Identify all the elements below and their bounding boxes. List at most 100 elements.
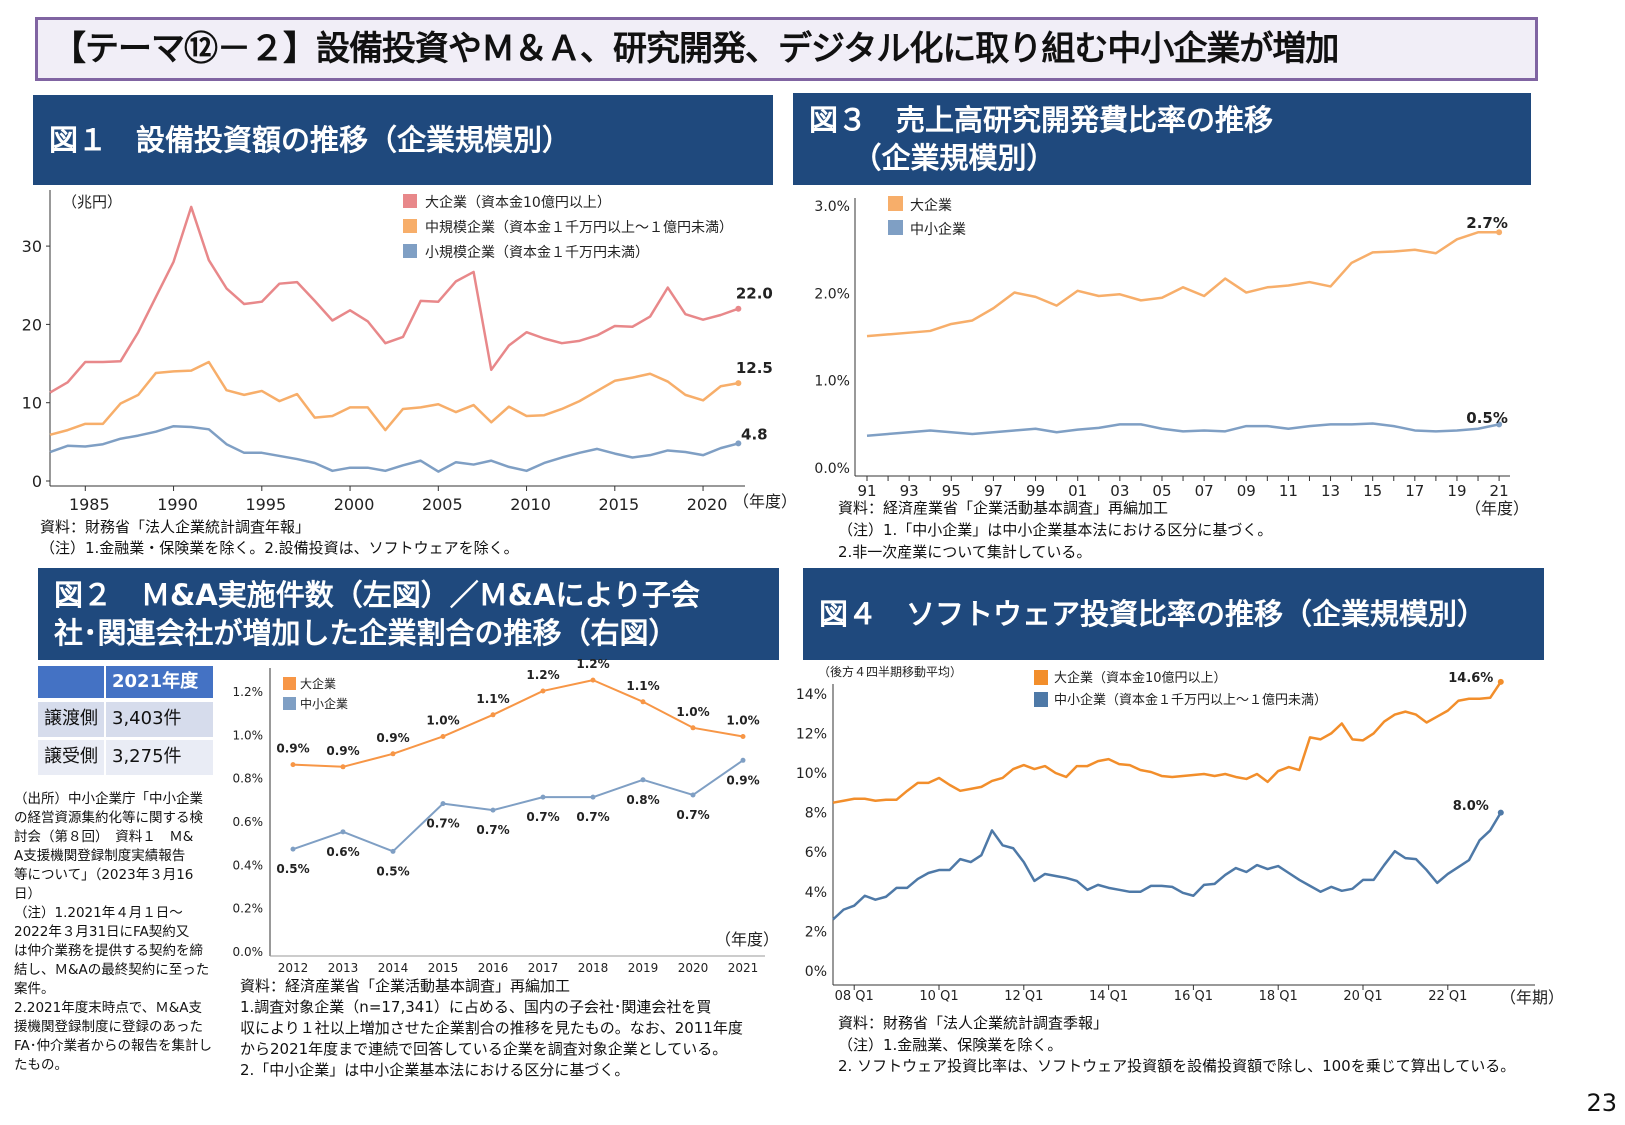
data-label: 1.2% xyxy=(526,668,559,682)
end-label: 12.5 xyxy=(736,359,773,377)
note-line: 日） xyxy=(14,886,41,902)
data-label: 0.7% xyxy=(526,810,559,824)
data-label: 1.0% xyxy=(676,705,709,719)
x-tick-label: 1990 xyxy=(157,495,198,514)
series-line xyxy=(49,424,739,473)
legend-label: 大企業（資本金10億円以上） xyxy=(425,194,611,211)
data-label: 1.1% xyxy=(626,679,659,693)
legend-swatch xyxy=(283,697,296,710)
table-row-value: 3,275件 xyxy=(106,740,213,775)
fig3-title-line1: 図３ 売上高研究開発費比率の推移 xyxy=(809,103,1274,137)
y-tick-label: 14% xyxy=(796,687,827,703)
series-line xyxy=(49,205,739,394)
legend-label: 大企業 xyxy=(910,197,952,214)
note-line: から2021年度まで連続で回答している企業を調査対象企業としている。 xyxy=(240,1040,728,1058)
x-tick-label: 11 xyxy=(1279,482,1298,500)
end-label: 2.7% xyxy=(1466,214,1508,232)
x-tick-label: 2010 xyxy=(510,495,551,514)
note-line: 等について」（2023年３月16 xyxy=(14,867,194,883)
note-line: 結し、Ｍ&Aの最終契約に至った xyxy=(14,962,210,978)
data-point xyxy=(440,733,446,739)
fig4-note-1: （注）1.金融業、保険業を除く。 xyxy=(838,1036,1063,1054)
legend-swatch xyxy=(403,244,417,258)
y-axis-label: （兆円） xyxy=(62,193,122,211)
y-tick-label: 0.0% xyxy=(233,945,264,959)
data-point xyxy=(740,757,746,763)
fig3-header: 図３ 売上高研究開発費比率の推移 （企業規模別） xyxy=(793,93,1531,185)
fig4-title: 図４ ソフトウェア投資比率の推移（企業規模別） xyxy=(819,597,1487,631)
x-tick-label: 13 xyxy=(1321,482,1340,500)
note-line: （注）1.2021年４月１日～ xyxy=(14,905,183,921)
x-tick-label: 03 xyxy=(1110,482,1129,500)
x-tick-label: 2020 xyxy=(678,961,709,975)
y-tick-label: 0.6% xyxy=(233,815,264,829)
data-point xyxy=(390,848,396,854)
y-tick-label: 0.8% xyxy=(233,772,264,786)
x-tick-label: 01 xyxy=(1068,482,1087,500)
series-line xyxy=(832,681,1502,804)
x-axis-label: （年度） xyxy=(1465,499,1529,518)
y-tick-label: 10% xyxy=(796,766,827,782)
data-point xyxy=(540,794,546,800)
legend-label: 中小企業 xyxy=(910,221,966,238)
data-point xyxy=(690,725,696,731)
fig2-header: 図２ Ｍ&A実施件数（左図）／Ｍ&Aにより子会 社･関連会社が増加した企業割合の推… xyxy=(38,568,779,660)
data-point xyxy=(690,792,696,798)
y-tick-label: 10 xyxy=(22,394,42,413)
x-tick-label: 2000 xyxy=(334,495,375,514)
data-label: 0.7% xyxy=(476,823,509,837)
y-tick-label: 3.0% xyxy=(814,199,850,215)
series-line xyxy=(866,231,1500,338)
series-line xyxy=(866,422,1500,437)
data-label: 0.7% xyxy=(676,808,709,822)
end-point xyxy=(1496,421,1503,428)
legend-swatch xyxy=(888,196,903,211)
note-line: FA･仲介業者からの報告を集計し xyxy=(14,1038,213,1054)
x-tick-label: 12 Q1 xyxy=(1004,989,1043,1004)
end-label: 22.0 xyxy=(736,285,773,303)
y-tick-label: 1.2% xyxy=(233,685,264,699)
note-line: 援機関登録制度に登録のあった xyxy=(14,1019,203,1035)
series-line xyxy=(832,811,1502,921)
legend-label: 中小企業（資本金１千万円以上～１億円未満） xyxy=(1054,692,1327,708)
x-tick-label: 22 Q1 xyxy=(1428,989,1467,1004)
page-number: 23 xyxy=(1586,1089,1617,1117)
table-header: 2021年度 xyxy=(106,666,213,698)
x-tick-label: 1985 xyxy=(69,495,110,514)
x-tick-label: 2005 xyxy=(422,495,463,514)
legend-swatch xyxy=(1034,692,1048,707)
x-tick-label: 99 xyxy=(1026,482,1045,500)
fig2-left-notes: （出所）中小企業庁「中小企業 の経営資源集約化等に関する検 討会（第８回） 資料１ … xyxy=(14,790,239,1075)
data-label: 0.5% xyxy=(376,864,409,878)
fig1-source: 資料：財務省「法人企業統計調査年報」 xyxy=(40,518,311,536)
note-line: たもの。 xyxy=(14,1057,68,1073)
table-corner xyxy=(38,666,104,698)
x-tick-label: 2015 xyxy=(598,495,639,514)
y-tick-label: 2% xyxy=(805,924,827,940)
series-line xyxy=(292,679,744,768)
data-point xyxy=(590,677,596,683)
y-tick-label: 4% xyxy=(805,885,827,901)
end-point xyxy=(735,440,742,447)
x-tick-label: 16 Q1 xyxy=(1174,989,1213,1004)
data-point xyxy=(290,846,296,852)
x-tick-label: 20 Q1 xyxy=(1343,989,1382,1004)
y-tick-label: 0.4% xyxy=(233,858,264,872)
x-tick-label: 2014 xyxy=(378,961,409,975)
data-label: 0.9% xyxy=(276,742,309,756)
series-line xyxy=(292,759,744,853)
data-point xyxy=(440,801,446,807)
data-label: 1.0% xyxy=(726,713,759,727)
legend-label: 小規模企業（資本金１千万円未満） xyxy=(425,244,649,261)
x-tick-label: 97 xyxy=(984,482,1003,500)
note-line: の経営資源集約化等に関する検 xyxy=(14,810,203,826)
y-tick-label: 0% xyxy=(805,964,827,980)
x-axis-label: （年度） xyxy=(715,930,779,949)
data-point xyxy=(640,699,646,705)
x-tick-label: 2015 xyxy=(428,961,459,975)
note-line: A支援機関登録制度実績報告 xyxy=(14,848,186,864)
fig2-title-line1: 図２ Ｍ&A実施件数（左図）／Ｍ&Aにより子会 xyxy=(54,578,700,612)
end-point xyxy=(735,380,742,387)
x-tick-label: 2020 xyxy=(687,495,728,514)
